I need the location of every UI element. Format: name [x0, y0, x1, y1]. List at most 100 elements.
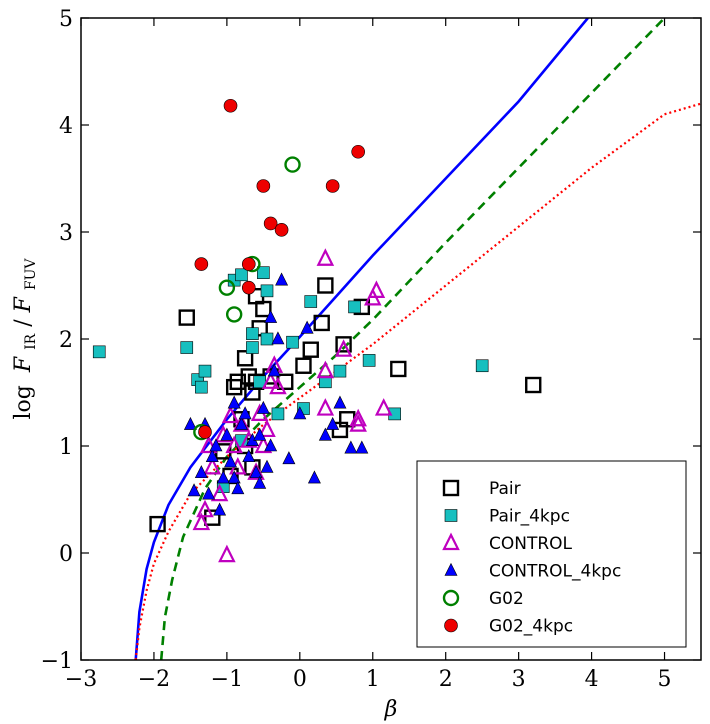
point-control	[225, 435, 243, 454]
point-control	[349, 414, 367, 432]
point-pair-4kpc	[304, 295, 318, 308]
point-pair	[335, 336, 352, 353]
y-tick-label: 2	[59, 328, 73, 353]
point-control-4kpc	[260, 459, 274, 473]
point-pair-4kpc	[235, 268, 248, 282]
y-label-log: log	[11, 385, 36, 419]
point-pair	[295, 357, 312, 374]
legend-label: G02	[489, 589, 524, 609]
x-tick-label: 3	[512, 667, 526, 692]
point-control-4kpc	[220, 427, 234, 441]
y-label-sub1: IR	[23, 333, 39, 350]
legend-box	[416, 460, 687, 648]
point-pair-4kpc	[198, 364, 212, 378]
point-control-4kpc	[307, 470, 321, 484]
point-control	[199, 435, 218, 454]
point-control	[258, 419, 276, 438]
point-control-4kpc	[271, 331, 285, 345]
y-label-f1: F	[11, 356, 36, 373]
point-pair	[525, 376, 542, 394]
point-control-4kpc	[213, 502, 227, 516]
point-g02-4kpc	[241, 280, 256, 295]
point-control-4kpc	[293, 406, 307, 420]
point-control-4kpc	[267, 363, 281, 377]
point-control-4kpc	[344, 440, 358, 454]
point-control	[374, 398, 393, 416]
point-pair	[229, 373, 247, 390]
y-label-sub2: FUV	[23, 258, 39, 291]
point-control	[367, 280, 386, 298]
x-tick-label: 5	[658, 667, 672, 692]
point-control	[316, 398, 335, 416]
point-control	[349, 408, 367, 427]
point-control-4kpc	[249, 465, 263, 479]
y-axis-label: log F IR / F FUV	[11, 258, 41, 420]
point-control-4kpc	[282, 451, 296, 465]
point-g02-4kpc	[223, 98, 238, 113]
legend-label: Pair	[489, 479, 521, 499]
point-g02-4kpc	[325, 179, 340, 193]
x-axis-label: β	[384, 697, 398, 722]
point-control	[254, 435, 273, 454]
legend: Pair Pair_4kpc CONTROL CONTROL_4kpc G02 G02_4…	[416, 460, 687, 648]
point-control-4kpc	[300, 320, 314, 334]
x-tick-label: −2	[138, 667, 170, 692]
y-tick-label: 1	[59, 435, 73, 460]
point-control	[316, 248, 335, 266]
legend-marker-control-4kpc	[444, 562, 458, 576]
y-tick-label: 0	[59, 542, 73, 567]
point-control-4kpc	[183, 416, 197, 430]
point-control-4kpc	[242, 449, 256, 463]
x-tick-label: −3	[65, 667, 97, 692]
point-control	[269, 376, 287, 395]
point-control	[192, 512, 211, 531]
legend-label: CONTROL_4kpc	[489, 562, 621, 582]
legend-marker-pair	[442, 479, 460, 497]
data-points	[92, 98, 542, 563]
y-tick-label: 3	[59, 221, 73, 246]
point-control	[261, 371, 280, 389]
point-pair-4kpc	[319, 375, 332, 389]
point-pair	[244, 384, 261, 401]
y-label-f2: F	[11, 296, 36, 313]
point-g02	[284, 156, 301, 173]
point-control	[203, 456, 222, 475]
point-pair	[149, 515, 166, 533]
point-pair-4kpc	[195, 380, 208, 394]
point-control-4kpc	[194, 465, 208, 479]
point-control	[247, 462, 265, 480]
point-pair-4kpc	[246, 327, 259, 340]
point-control	[218, 544, 236, 563]
point-pair	[225, 378, 243, 396]
point-pair-4kpc	[92, 345, 106, 359]
x-tick-label: 0	[293, 667, 307, 692]
point-pair-4kpc	[286, 335, 299, 349]
point-control-4kpc	[355, 440, 369, 454]
point-control	[210, 483, 229, 502]
point-pair	[204, 509, 221, 526]
x-tick-label: −1	[211, 667, 243, 692]
legend-label: CONTROL	[489, 534, 573, 554]
point-pair-4kpc	[246, 341, 259, 354]
point-pair	[302, 341, 319, 358]
point-pair-4kpc	[260, 332, 274, 346]
x-tick-label: 1	[366, 667, 380, 692]
point-pair-4kpc	[257, 266, 270, 279]
point-g02	[218, 279, 236, 296]
point-control-4kpc	[202, 486, 216, 500]
point-g02-4kpc	[256, 179, 271, 193]
point-control	[316, 360, 335, 379]
point-pair-4kpc	[333, 364, 347, 378]
legend-label: Pair_4kpc	[489, 507, 570, 527]
point-control-4kpc	[326, 416, 340, 430]
point-control-4kpc	[205, 449, 219, 463]
dashed-curve	[159, 18, 666, 660]
point-control-4kpc	[256, 400, 270, 414]
point-pair	[178, 309, 195, 326]
point-control	[221, 405, 240, 424]
point-control-4kpc	[253, 427, 267, 441]
point-pair	[317, 277, 334, 294]
point-control-4kpc	[231, 481, 245, 495]
point-control-4kpc	[264, 309, 278, 323]
